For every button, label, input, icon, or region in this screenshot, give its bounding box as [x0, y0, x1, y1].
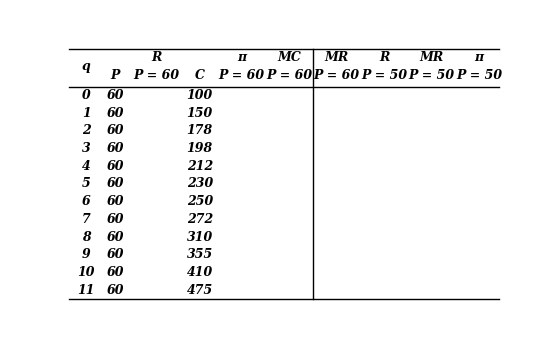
Text: 10: 10: [78, 266, 95, 279]
Text: P = 60: P = 60: [218, 69, 265, 82]
Text: 272: 272: [187, 213, 213, 226]
Text: 475: 475: [187, 284, 213, 297]
Text: MC: MC: [277, 51, 301, 64]
Text: P = 50: P = 50: [408, 69, 455, 82]
Text: 60: 60: [106, 177, 124, 190]
Text: P: P: [111, 69, 120, 82]
Text: 410: 410: [187, 266, 213, 279]
Text: 8: 8: [82, 230, 91, 244]
Text: 9: 9: [82, 248, 91, 261]
Text: 60: 60: [106, 213, 124, 226]
Text: MR: MR: [419, 51, 444, 64]
Text: P = 50: P = 50: [456, 69, 502, 82]
Text: 212: 212: [187, 160, 213, 173]
Text: 60: 60: [106, 195, 124, 208]
Text: 355: 355: [187, 248, 213, 261]
Text: 100: 100: [187, 89, 213, 102]
Text: 178: 178: [187, 124, 213, 137]
Text: 60: 60: [106, 248, 124, 261]
Text: 250: 250: [187, 195, 213, 208]
Text: 5: 5: [82, 177, 91, 190]
Text: R: R: [152, 51, 162, 64]
Text: 11: 11: [78, 284, 95, 297]
Text: MR: MR: [325, 51, 348, 64]
Text: 6: 6: [82, 195, 91, 208]
Text: 7: 7: [82, 213, 91, 226]
Text: 150: 150: [187, 107, 213, 120]
Text: 198: 198: [187, 142, 213, 155]
Text: 0: 0: [82, 89, 91, 102]
Text: P = 60: P = 60: [134, 69, 180, 82]
Text: 4: 4: [82, 160, 91, 173]
Text: π: π: [237, 51, 246, 64]
Text: 60: 60: [106, 142, 124, 155]
Text: 60: 60: [106, 284, 124, 297]
Text: q: q: [82, 60, 91, 73]
Text: P = 50: P = 50: [361, 69, 407, 82]
Text: 310: 310: [187, 230, 213, 244]
Text: 60: 60: [106, 89, 124, 102]
Text: 1: 1: [82, 107, 91, 120]
Text: 230: 230: [187, 177, 213, 190]
Text: 2: 2: [82, 124, 91, 137]
Text: R: R: [379, 51, 389, 64]
Text: 60: 60: [106, 160, 124, 173]
Text: C: C: [195, 69, 205, 82]
Text: 60: 60: [106, 230, 124, 244]
Text: 60: 60: [106, 266, 124, 279]
Text: P = 60: P = 60: [314, 69, 360, 82]
Text: 60: 60: [106, 107, 124, 120]
Text: π: π: [475, 51, 484, 64]
Text: 60: 60: [106, 124, 124, 137]
Text: 3: 3: [82, 142, 91, 155]
Text: P = 60: P = 60: [266, 69, 312, 82]
